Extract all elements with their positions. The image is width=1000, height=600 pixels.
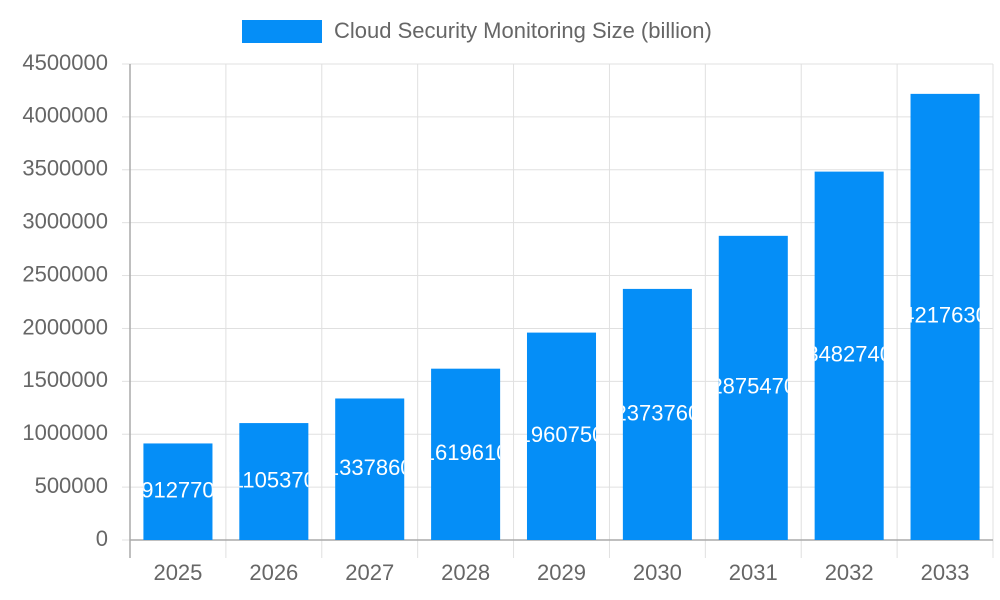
x-tick-label: 2025 xyxy=(153,560,202,585)
legend-label: Cloud Security Monitoring Size (billion) xyxy=(334,18,712,43)
bar xyxy=(431,368,501,540)
value-label: 2373760 xyxy=(615,400,701,425)
bar xyxy=(335,398,405,540)
y-tick-label: 4500000 xyxy=(22,50,108,75)
value-label: 1105370 xyxy=(232,467,316,492)
y-tick-label: 1000000 xyxy=(22,420,108,445)
x-tick-label: 2028 xyxy=(441,560,490,585)
x-tick-label: 2027 xyxy=(345,560,394,585)
value-label: 4217630 xyxy=(902,303,988,328)
x-tick-label: 2030 xyxy=(633,560,682,585)
x-tick-label: 2026 xyxy=(249,560,298,585)
value-label: 2875470 xyxy=(710,374,796,399)
bar xyxy=(526,332,597,540)
y-tick-label: 4000000 xyxy=(22,103,108,128)
bar xyxy=(143,443,213,540)
y-tick-label: 3000000 xyxy=(22,208,108,233)
x-tick-label: 2029 xyxy=(537,560,586,585)
bar xyxy=(814,171,884,540)
y-tick-label: 500000 xyxy=(35,473,108,498)
value-label: 1960750 xyxy=(519,422,605,447)
y-tick-label: 3500000 xyxy=(22,156,108,181)
x-tick-label: 2032 xyxy=(825,560,874,585)
y-tick-label: 2500000 xyxy=(22,261,108,286)
value-label: 3482740 xyxy=(806,342,892,367)
y-tick-label: 2000000 xyxy=(22,314,108,339)
bar xyxy=(910,93,980,540)
x-tick-label: 2031 xyxy=(729,560,778,585)
bar xyxy=(239,423,309,540)
x-tick-label: 2033 xyxy=(921,560,970,585)
value-label: 912770 xyxy=(141,478,214,503)
bar xyxy=(622,288,692,540)
legend-swatch xyxy=(242,20,322,43)
y-tick-label: 1500000 xyxy=(22,367,108,392)
value-label: 1619610 xyxy=(423,440,509,465)
y-tick-label: 0 xyxy=(96,526,108,551)
value-label: 1337860 xyxy=(327,455,413,480)
bar xyxy=(718,235,788,540)
